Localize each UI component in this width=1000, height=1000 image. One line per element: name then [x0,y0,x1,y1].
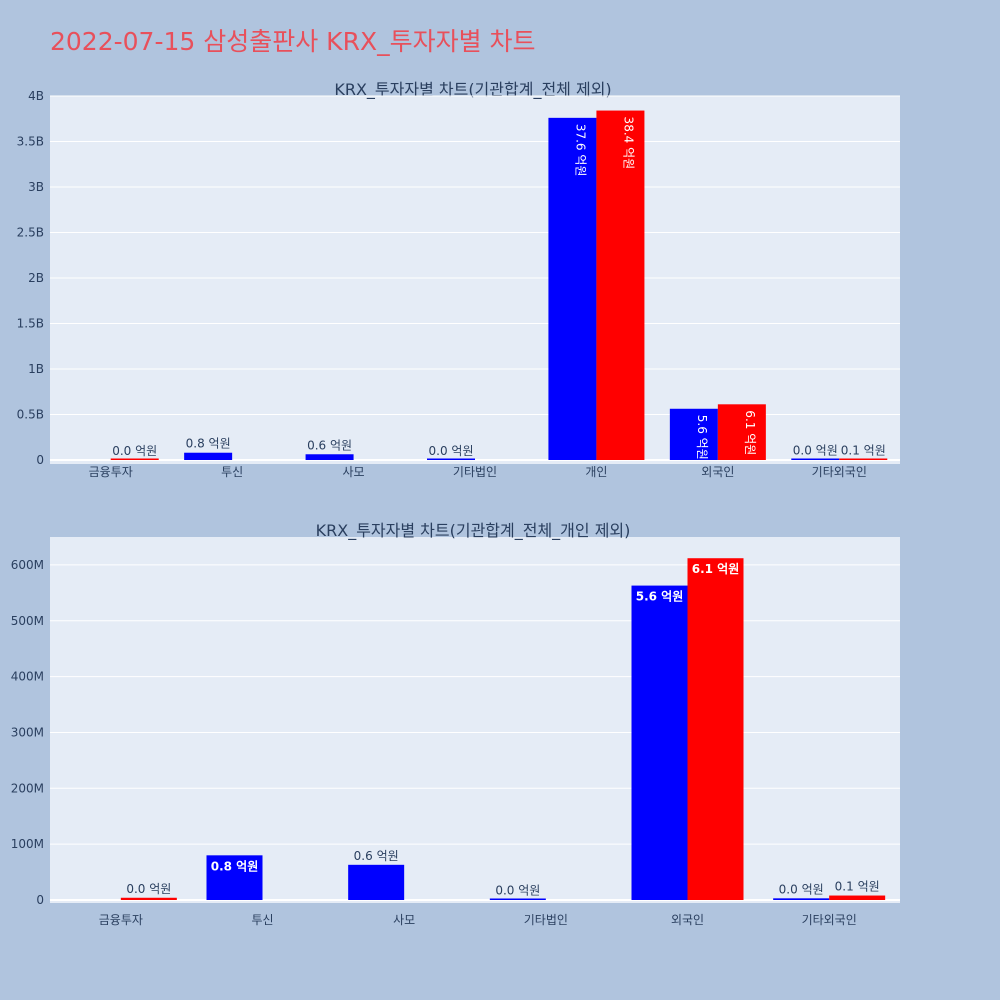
sell-bar [829,895,886,900]
buy-bar [427,458,475,460]
y-tick-label: 1.5B [17,317,44,331]
y-tick-label: 200M [11,781,44,795]
sell-bar [120,897,177,900]
data-label: 0.1 억원 [841,443,886,457]
y-tick-label: 2.5B [17,226,44,240]
x-tick-label: 사모 [343,465,365,479]
x-tick-label: 외국인 [701,465,734,479]
x-tick-label: 기타외국인 [812,465,867,479]
data-label: 0.0 억원 [793,444,838,458]
x-tick-label: 금융투자 [89,465,133,479]
sell-bar [839,458,888,460]
chart-title: KRX_투자자별 차트(기관합계_전체 제외) [334,80,611,100]
data-label: 6.1 억원 [743,410,757,455]
data-label: 38.4 억원 [621,117,635,170]
x-tick-label: 외국인 [671,913,704,927]
y-tick-label: 3B [28,180,44,194]
x-tick-label: 기타법인 [453,465,497,479]
buy-bar [669,408,718,460]
plot-area [50,537,900,903]
data-label: 0.0 억원 [429,444,474,458]
data-label: 0.8 억원 [211,859,259,873]
plot-area [50,96,900,464]
buy-bar [773,898,830,900]
y-tick-label: 0 [36,453,44,467]
y-tick-label: 300M [11,725,44,739]
buy-bar [548,117,597,460]
sell-bar [687,558,744,900]
sell-bar [110,458,159,460]
x-tick-label: 투신 [251,913,273,927]
x-tick-label: 투신 [221,465,243,479]
data-label: 37.6 억원 [573,124,587,177]
chart-2: KRX_투자자별 차트(기관합계_전체_개인 제외) 0 100M 200M 300M 4… [11,521,900,927]
buy-bar [305,454,354,460]
data-label: 0.1 억원 [835,880,880,894]
data-label: 0.0 억원 [112,444,157,458]
data-label: 0.6 억원 [354,849,399,863]
buy-bar [489,898,546,900]
data-label: 0.6 억원 [307,438,352,452]
y-tick-label: 4B [28,89,44,103]
y-tick-label: 400M [11,670,44,684]
y-tick-label: 1B [28,362,44,376]
buy-bar [206,855,263,900]
data-label: 5.6 억원 [695,415,709,460]
y-tick-label: 2B [28,271,44,285]
data-label: 5.6 억원 [636,590,684,604]
data-label: 0.8 억원 [186,437,231,451]
sell-bar [717,404,766,460]
y-tick-label: 600M [11,558,44,572]
x-tick-label: 개인 [585,465,607,479]
buy-bar [791,458,840,460]
y-tick-label: 500M [11,614,44,628]
y-tick-label: 0 [36,893,44,907]
page-title: 2022-07-15 삼성출판사 KRX_투자자별 차트 [50,27,536,56]
x-tick-label: 금융투자 [99,913,143,927]
data-label: 0.0 억원 [495,883,540,897]
x-tick-label: 기타외국인 [802,913,857,927]
data-label: 0.0 억원 [126,882,171,896]
y-tick-label: 3.5B [17,135,44,149]
y-tick-label: 100M [11,837,44,851]
sell-bar [596,110,645,460]
buy-bar [184,452,233,460]
buy-bar [348,864,405,900]
data-label: 0.0 억원 [779,882,824,896]
chart-1: KRX_투자자별 차트(기관합계_전체 제외) 0 0.5B 1B 1.5B 2B 2.5B… [17,80,900,479]
x-tick-label: 사모 [393,913,415,927]
data-label: 6.1 억원 [692,562,740,576]
y-tick-label: 0.5B [17,408,44,422]
x-tick-label: 기타법인 [524,913,568,927]
buy-bar [631,585,688,900]
chart-title: KRX_투자자별 차트(기관합계_전체_개인 제외) [316,521,631,541]
